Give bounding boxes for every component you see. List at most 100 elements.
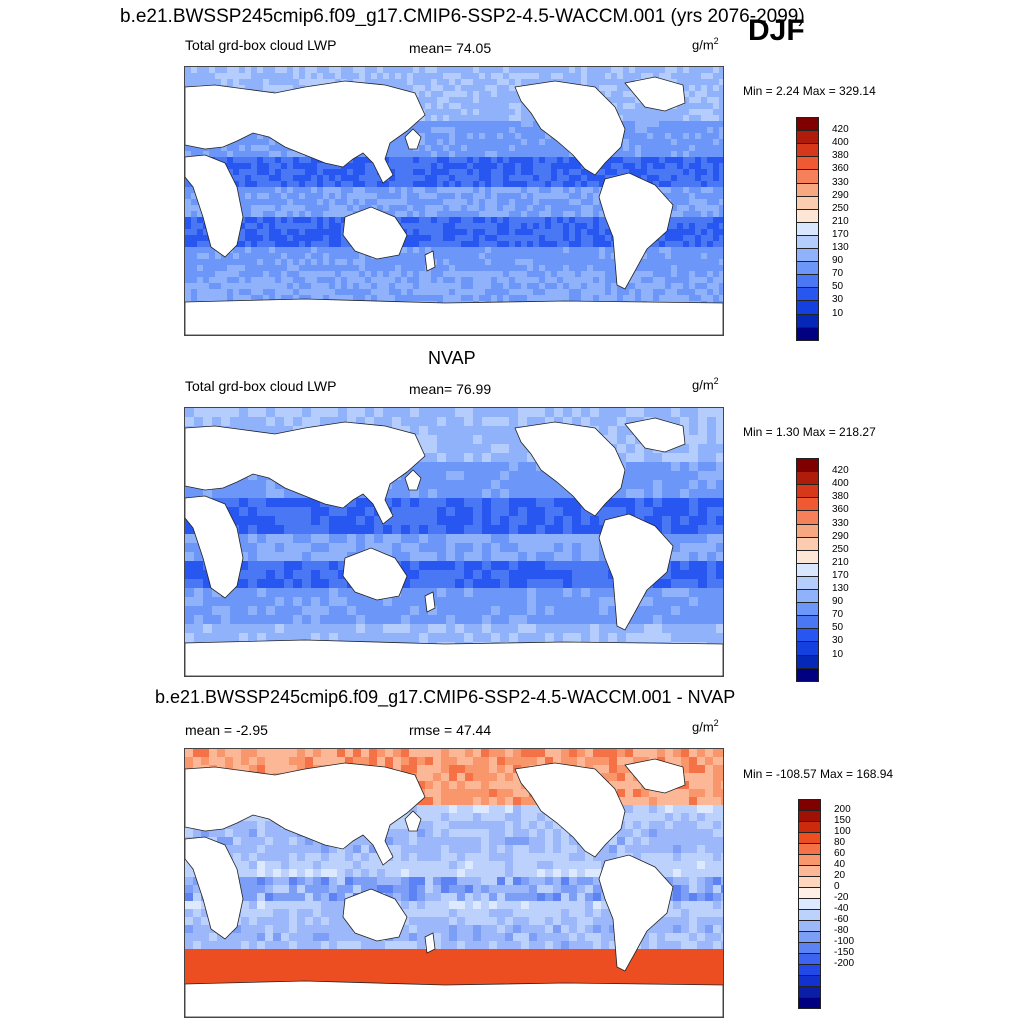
colorbar-tick-label: 290 xyxy=(832,530,849,542)
colorbar-tick-label: 250 xyxy=(832,543,849,555)
continent-outline xyxy=(185,639,723,676)
panel-rmse-label: rmse = 47.44 xyxy=(409,722,492,738)
panel-minmax: Min = 2.24 Max = 329.14 xyxy=(743,84,876,98)
colorbar-swatch xyxy=(796,208,819,223)
panel-mean-label: mean= 74.05 xyxy=(409,40,492,56)
colorbar-swatch xyxy=(796,471,819,486)
map-model xyxy=(184,66,724,336)
continent-outline xyxy=(342,547,408,601)
colorbar-swatch xyxy=(796,195,819,210)
colorbar-swatch xyxy=(798,975,821,987)
colorbar-tick-label: 170 xyxy=(832,569,849,581)
colorbar-swatch xyxy=(796,523,819,538)
colorbar-swatch xyxy=(796,615,819,630)
colorbar-swatch xyxy=(798,810,821,822)
colorbar-tick-label: -20 xyxy=(834,892,849,903)
colorbar-swatch xyxy=(796,274,819,289)
panel-units-label: g/m2 xyxy=(692,718,719,735)
colorbar-tick-label: -60 xyxy=(834,914,849,925)
panel-minmax: Min = -108.57 Max = 168.94 xyxy=(743,767,894,781)
colorbar-swatch xyxy=(796,143,819,158)
colorbar-tick-label: 360 xyxy=(832,504,849,516)
colorbar-swatch xyxy=(796,234,819,249)
colorbar-frame xyxy=(798,799,821,1009)
continent-outline xyxy=(624,76,686,112)
map-field-svg xyxy=(185,408,723,676)
continents xyxy=(185,76,723,335)
colorbar-tick-label: 70 xyxy=(832,268,844,280)
colorbar-swatch xyxy=(796,287,819,302)
colorbar-swatch xyxy=(798,821,821,833)
colorbar-swatch xyxy=(796,313,819,328)
colorbar-tick-label: 100 xyxy=(834,826,851,837)
continent-outline xyxy=(185,836,244,940)
panel-minmax: Min = 1.30 Max = 218.27 xyxy=(743,425,876,439)
continent-outline xyxy=(185,154,244,258)
colorbar-swatch xyxy=(796,248,819,263)
continent-outline xyxy=(424,591,436,613)
colorbar-tick-label: 0 xyxy=(834,881,840,892)
colorbar-tick-label: 90 xyxy=(832,255,844,267)
colorbar-swatch xyxy=(796,156,819,171)
colorbar-swatch xyxy=(796,497,819,512)
colorbar-swatch xyxy=(796,510,819,525)
colorbar-tick-label: -200 xyxy=(834,958,855,969)
colorbar-swatch xyxy=(796,130,819,145)
colorbar-tick-label: 330 xyxy=(832,517,849,529)
colorbar-tick-label: 30 xyxy=(832,294,844,306)
map-diff xyxy=(184,748,724,1018)
colorbar-tick-label: 330 xyxy=(832,176,849,188)
continents xyxy=(185,417,723,676)
colorbar-swatch xyxy=(798,986,821,998)
colorbar-tick-label: 290 xyxy=(832,189,849,201)
colorbar-tick-label: 60 xyxy=(834,848,846,859)
continent-outline xyxy=(598,513,674,631)
colorbar-tick-label: 380 xyxy=(832,491,849,503)
main-title: b.e21.BWSSP245cmip6.f09_g17.CMIP6-SSP2-4… xyxy=(120,6,805,27)
colorbar-swatch xyxy=(796,654,819,669)
panel-title-nvap: NVAP xyxy=(428,348,476,368)
colorbar-swatch xyxy=(796,169,819,184)
colorbar-swatch xyxy=(798,909,821,921)
colorbar-swatch xyxy=(798,953,821,965)
continent-outline xyxy=(342,206,408,260)
colorbar-swatch xyxy=(796,562,819,577)
continent-outline xyxy=(404,469,422,491)
colorbar-swatch xyxy=(796,182,819,197)
continent-outline xyxy=(185,762,426,866)
panel-variable-label: Total grd-box cloud LWP xyxy=(185,378,337,394)
colorbar-swatch xyxy=(798,854,821,866)
season-label: DJF xyxy=(748,14,805,47)
colorbar-tick-label: 50 xyxy=(832,622,844,634)
panel-mean-label: mean = -2.95 xyxy=(185,722,268,738)
continent-outline xyxy=(624,417,686,453)
colorbar-swatch xyxy=(796,484,819,499)
colorbar-tick-label: -150 xyxy=(834,947,855,958)
panel-units-label: g/m2 xyxy=(692,36,719,53)
colorbar-tick-label: 130 xyxy=(832,583,849,594)
colorbar-swatch xyxy=(796,536,819,551)
colorbar-swatch xyxy=(798,898,821,910)
colorbar-tick-label: 400 xyxy=(832,137,849,149)
colorbar-tick-label: 210 xyxy=(832,556,849,568)
colorbar-swatch xyxy=(798,843,821,855)
colorbar-swatch xyxy=(798,997,821,1009)
colorbar-tick-label: 420 xyxy=(832,124,849,136)
panel-units-label: g/m2 xyxy=(692,376,719,393)
colorbar-swatch xyxy=(796,549,819,564)
colorbar-swatch xyxy=(798,887,821,899)
colorbar-tick-label: 400 xyxy=(832,478,849,490)
colorbar-swatch xyxy=(796,589,819,604)
colorbar-frame xyxy=(796,458,819,682)
colorbar-tick-label: 70 xyxy=(832,609,844,621)
colorbar-tick-label: 10 xyxy=(832,648,844,660)
continent-outline xyxy=(514,762,626,858)
colorbar-tick-label: -80 xyxy=(834,925,849,936)
colorbar-tick-label: 360 xyxy=(832,163,849,175)
continent-outline xyxy=(624,758,686,794)
colorbar-tick-label: 40 xyxy=(834,859,846,870)
colorbar-swatch xyxy=(798,832,821,844)
continent-outline xyxy=(404,128,422,150)
continent-outline xyxy=(598,854,674,972)
colorbar-swatch xyxy=(796,667,819,682)
